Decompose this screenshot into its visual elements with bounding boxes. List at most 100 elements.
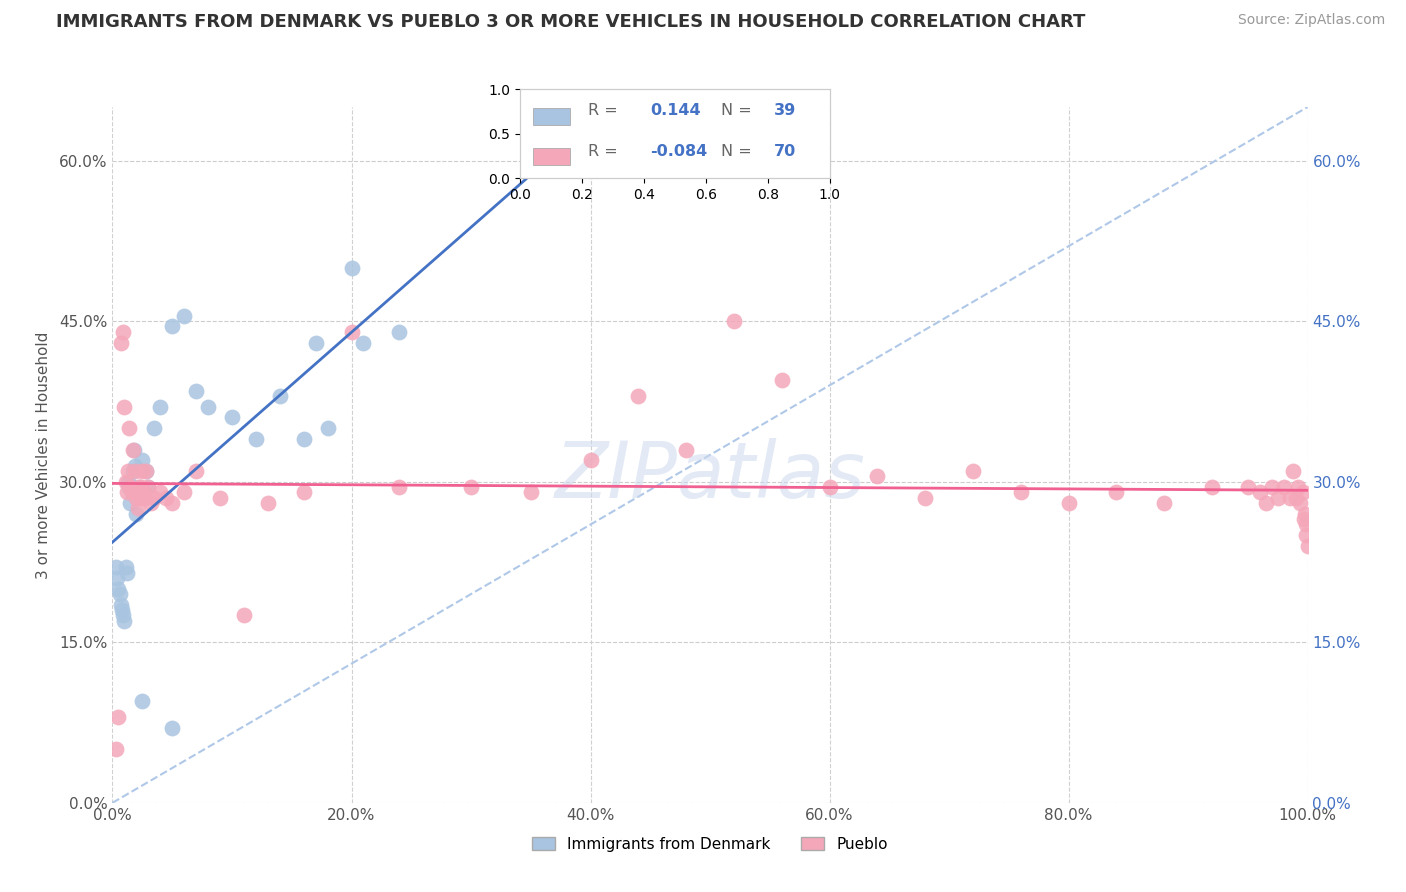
Point — [120, 480, 142, 494]
Point — [118, 421, 141, 435]
Point — [138, 480, 160, 494]
Text: IMMIGRANTS FROM DENMARK VS PUEBLO 3 OR MORE VEHICLES IN HOUSEHOLD CORRELATION CH: IMMIGRANTS FROM DENMARK VS PUEBLO 3 OR M… — [56, 13, 1085, 31]
Text: 39: 39 — [773, 103, 796, 118]
Point — [125, 507, 148, 521]
Point — [110, 335, 132, 350]
Point — [108, 587, 131, 601]
Text: 70: 70 — [773, 145, 796, 159]
Text: N =: N = — [721, 103, 752, 118]
Point — [121, 464, 143, 478]
Point — [1201, 480, 1223, 494]
Text: 0.144: 0.144 — [650, 103, 700, 118]
Y-axis label: 3 or more Vehicles in Household: 3 or more Vehicles in Household — [35, 331, 51, 579]
Point — [129, 480, 152, 494]
Point — [112, 325, 135, 339]
Point — [125, 491, 148, 505]
FancyBboxPatch shape — [533, 148, 569, 165]
Point — [305, 335, 328, 350]
Text: R =: R = — [588, 103, 619, 118]
Point — [1105, 485, 1128, 500]
Point — [269, 389, 291, 403]
Point — [245, 432, 267, 446]
Text: N =: N = — [721, 145, 752, 159]
Point — [162, 319, 183, 334]
Point — [866, 469, 889, 483]
Point — [121, 480, 143, 494]
Point — [135, 464, 157, 478]
Point — [107, 710, 129, 724]
Point — [352, 335, 374, 350]
Point — [1249, 485, 1271, 500]
Point — [1237, 480, 1260, 494]
Point — [105, 571, 128, 585]
Point — [209, 491, 232, 505]
Point — [460, 480, 482, 494]
Point — [139, 496, 162, 510]
Point — [114, 614, 135, 628]
Text: -0.084: -0.084 — [650, 145, 707, 159]
Point — [143, 491, 166, 505]
Point — [135, 464, 157, 478]
Point — [1286, 480, 1309, 494]
Point — [770, 373, 793, 387]
Point — [128, 480, 150, 494]
Point — [118, 480, 141, 494]
Point — [1292, 485, 1315, 500]
Point — [138, 480, 160, 494]
Point — [105, 560, 128, 574]
Point — [121, 442, 143, 457]
Point — [111, 603, 134, 617]
Point — [1292, 512, 1315, 526]
Point — [131, 694, 153, 708]
Point — [162, 721, 183, 735]
Point — [221, 410, 243, 425]
Point — [112, 608, 135, 623]
Point — [914, 491, 936, 505]
Point — [1267, 491, 1289, 505]
Point — [340, 260, 363, 275]
Point — [186, 464, 208, 478]
Point — [117, 464, 139, 478]
Point — [316, 421, 339, 435]
Point — [1010, 485, 1032, 500]
Point — [1294, 507, 1316, 521]
Point — [105, 742, 128, 756]
Point — [134, 491, 156, 505]
Point — [114, 560, 136, 574]
Point — [818, 480, 841, 494]
Point — [115, 485, 138, 500]
Point — [120, 496, 142, 510]
Point — [1261, 480, 1284, 494]
Text: ZIPatlas: ZIPatlas — [554, 438, 866, 514]
Point — [124, 464, 146, 478]
Point — [1282, 464, 1305, 478]
Point — [121, 485, 143, 500]
Point — [117, 475, 139, 489]
Point — [233, 608, 256, 623]
Point — [388, 480, 411, 494]
Point — [292, 485, 315, 500]
Point — [131, 453, 153, 467]
Point — [115, 566, 138, 580]
Point — [292, 432, 315, 446]
Point — [1254, 496, 1277, 510]
Point — [1153, 496, 1175, 510]
Point — [149, 485, 172, 500]
Point — [1289, 496, 1312, 510]
Point — [186, 384, 208, 398]
FancyBboxPatch shape — [533, 108, 569, 125]
Point — [1296, 539, 1319, 553]
Point — [132, 485, 155, 500]
Point — [128, 480, 150, 494]
Point — [1278, 491, 1301, 505]
Point — [388, 325, 411, 339]
Point — [122, 485, 145, 500]
Point — [114, 475, 136, 489]
Point — [122, 442, 145, 457]
Text: Source: ZipAtlas.com: Source: ZipAtlas.com — [1237, 13, 1385, 28]
Point — [127, 501, 149, 516]
Point — [675, 442, 697, 457]
Point — [257, 496, 280, 510]
Point — [131, 464, 153, 478]
Point — [149, 400, 172, 414]
